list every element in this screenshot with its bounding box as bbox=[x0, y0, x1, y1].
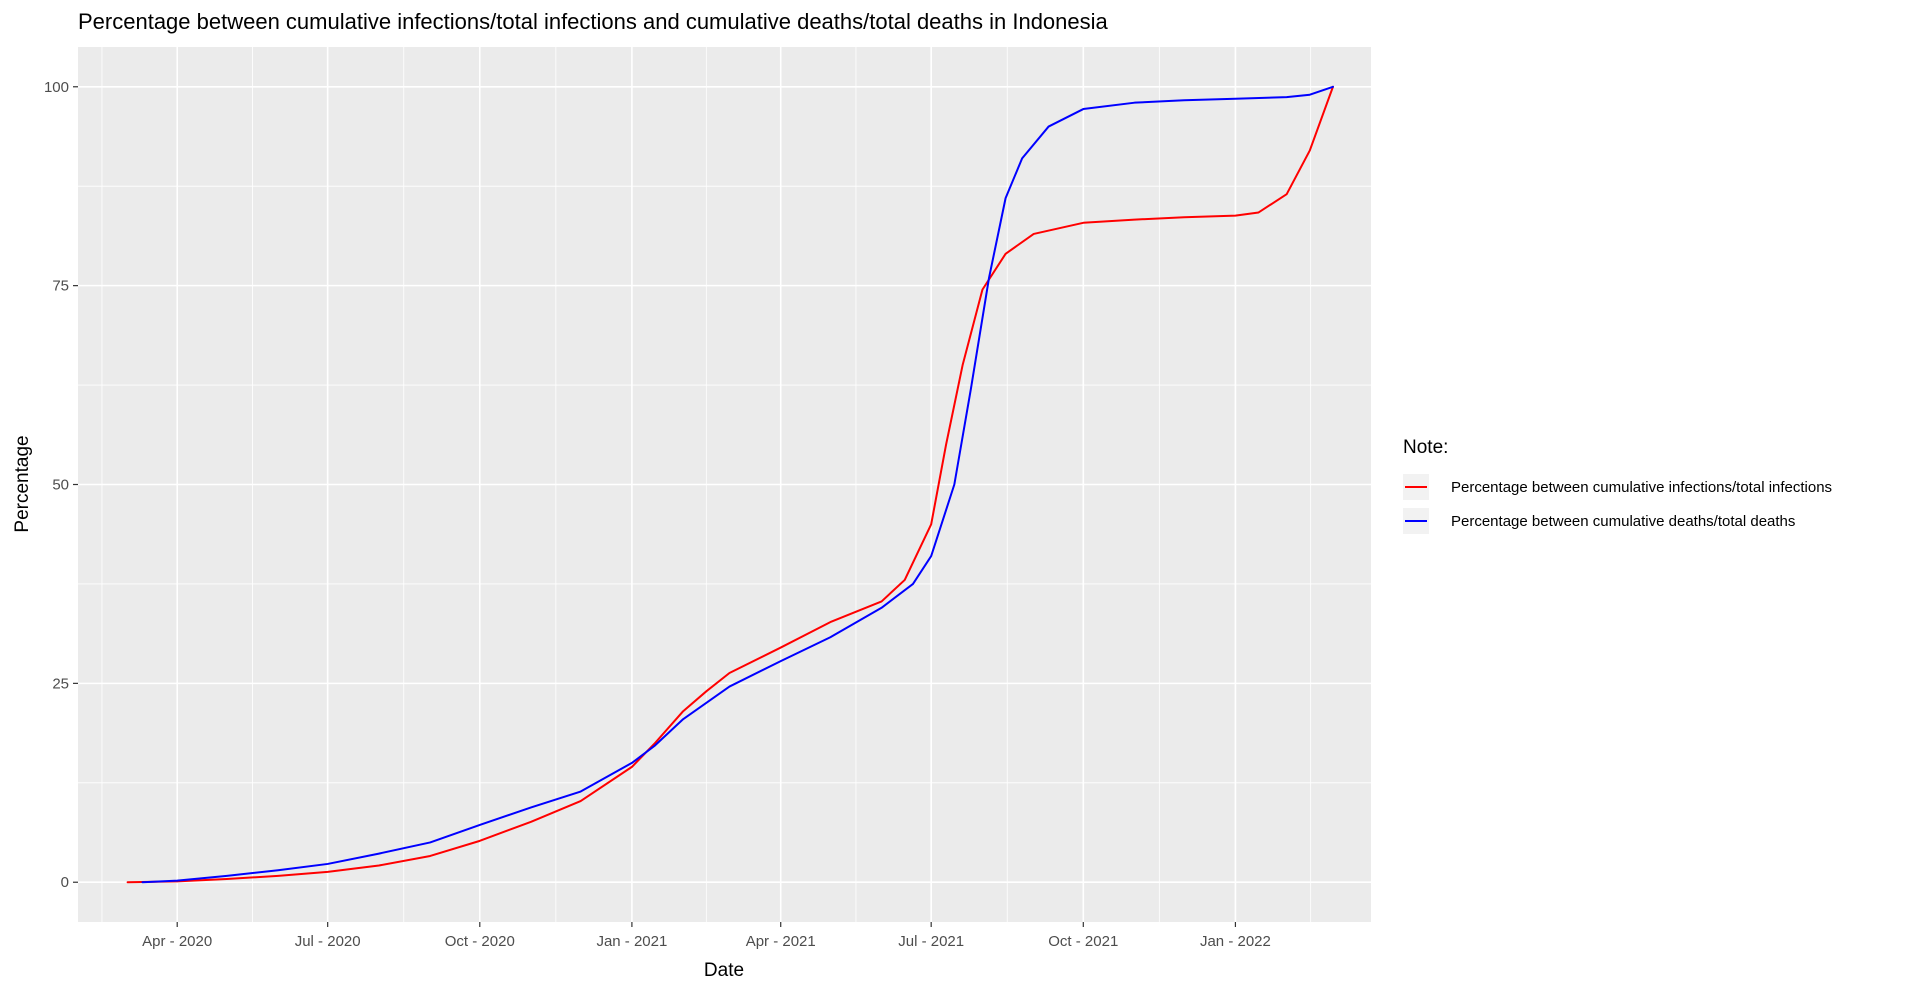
grid-major bbox=[78, 47, 1371, 922]
x-tick-label: Jul - 2020 bbox=[295, 933, 361, 950]
legend: Note: Percentage between cumulative infe… bbox=[1403, 437, 1832, 534]
y-axis-title: Percentage bbox=[12, 435, 33, 532]
series-line-deaths bbox=[141, 85, 1334, 884]
x-tick-label: Apr - 2021 bbox=[746, 933, 816, 950]
y-tick-label: 75 bbox=[52, 278, 69, 295]
y-tick-label: 0 bbox=[61, 874, 69, 891]
series-line-infections bbox=[126, 85, 1334, 884]
chart-title: Percentage between cumulative infections… bbox=[78, 9, 1109, 34]
legend-label: Percentage between cumulative deaths/tot… bbox=[1451, 513, 1795, 530]
x-tick-label: Jan - 2022 bbox=[1200, 933, 1271, 950]
x-tick-label: Oct - 2020 bbox=[445, 933, 515, 950]
x-tick-label: Apr - 2020 bbox=[142, 933, 212, 950]
x-tick-label: Jul - 2021 bbox=[898, 933, 964, 950]
y-tick-label: 100 bbox=[44, 79, 69, 96]
x-axis: Apr - 2020 Jul - 2020 Oct - 2020 Jan - 2021… bbox=[142, 922, 1271, 950]
x-tick-label: Jan - 2021 bbox=[596, 933, 667, 950]
x-axis-title: Date bbox=[704, 960, 744, 981]
series-layer bbox=[126, 85, 1334, 884]
legend-title: Note: bbox=[1403, 437, 1448, 458]
legend-label: Percentage between cumulative infections… bbox=[1451, 479, 1832, 496]
y-tick-label: 50 bbox=[52, 477, 69, 494]
y-tick-label: 25 bbox=[52, 675, 69, 692]
legend-items: Percentage between cumulative infections… bbox=[1403, 474, 1832, 534]
y-axis: 0 25 50 75 100 bbox=[44, 79, 78, 891]
x-tick-label: Oct - 2021 bbox=[1048, 933, 1118, 950]
